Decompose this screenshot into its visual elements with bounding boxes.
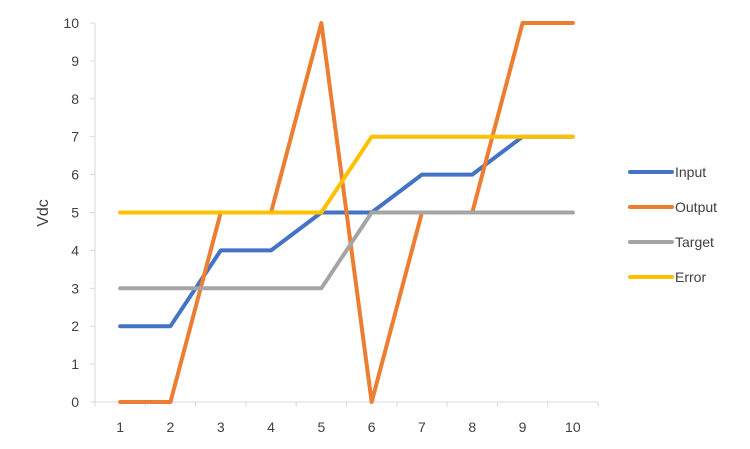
- y-tick-label: 1: [71, 356, 79, 372]
- series-lines: [118, 21, 575, 404]
- y-tick-label: 2: [71, 318, 79, 334]
- series-line-output: [118, 21, 575, 404]
- legend-label-output: Output: [675, 199, 717, 215]
- legend-label-error: Error: [675, 269, 706, 285]
- x-tick-label: 1: [116, 419, 124, 435]
- x-tick-label: 3: [217, 419, 225, 435]
- y-tick-label: 10: [63, 15, 79, 31]
- x-tick-label: 5: [317, 419, 325, 435]
- axes: 0 1 2 3 4 5 6 7 8 9 10 1 2 3 4 5 6 7 8 9 10: [63, 15, 599, 435]
- legend: Input Output Target Error: [628, 164, 717, 285]
- x-tick-label: 8: [468, 419, 476, 435]
- x-tick-label: 6: [368, 419, 376, 435]
- y-tick-label: 8: [71, 91, 79, 107]
- y-tick-label: 5: [71, 205, 79, 221]
- x-tick-label: 10: [565, 419, 581, 435]
- series-line-error: [118, 134, 575, 215]
- y-tick-label: 4: [71, 242, 79, 258]
- y-tick-label: 6: [71, 167, 79, 183]
- legend-label-input: Input: [675, 164, 706, 180]
- x-tick-label: 9: [519, 419, 527, 435]
- y-tick-label: 3: [71, 280, 79, 296]
- y-tick-label: 0: [71, 394, 79, 410]
- y-tick-label: 7: [71, 129, 79, 145]
- y-tick-label: 9: [71, 53, 79, 69]
- series-line-target: [118, 210, 575, 291]
- legend-label-target: Target: [675, 234, 714, 250]
- x-tick-label: 4: [267, 419, 275, 435]
- y-axis-title: Vdc: [35, 199, 52, 227]
- x-tick-label: 7: [418, 419, 426, 435]
- series-line-input: [118, 134, 575, 329]
- x-tick-label: 2: [167, 419, 175, 435]
